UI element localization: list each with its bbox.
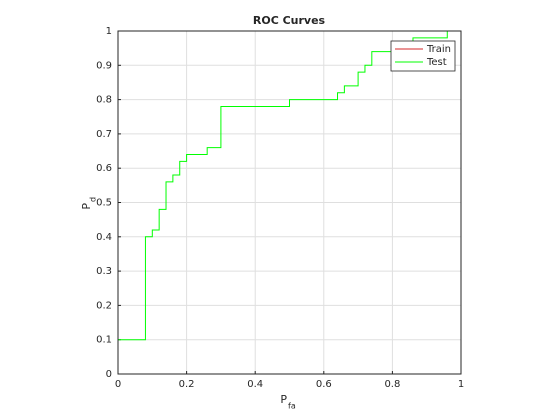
y-tick-label: 0 xyxy=(106,369,112,380)
x-tick-label: 0 xyxy=(115,379,121,390)
legend-box xyxy=(390,40,456,72)
x-axis-label-sub: fa xyxy=(288,402,296,411)
legend-label: Test xyxy=(426,57,447,68)
y-tick-label: 0.4 xyxy=(96,232,112,243)
axes-box xyxy=(117,30,462,375)
y-tick-label: 0.6 xyxy=(96,163,112,174)
x-tick-label: 0.6 xyxy=(316,379,332,390)
x-tick-label: 0.4 xyxy=(247,379,263,390)
legend: Train Test xyxy=(390,40,456,72)
y-tick-label: 0.7 xyxy=(96,129,112,140)
y-tick-label: 0.5 xyxy=(96,198,112,209)
y-axis-label: P xyxy=(80,203,93,210)
series-line xyxy=(117,30,461,374)
y-tick-label: 0.8 xyxy=(96,95,112,106)
y-axis-label-sub: d xyxy=(89,197,98,202)
y-tick-label: 0.1 xyxy=(96,335,112,346)
y-tick-label: 0.3 xyxy=(96,266,112,277)
legend-label: Train xyxy=(426,44,451,55)
y-tick-label: 1 xyxy=(106,26,112,37)
chart-title: ROC Curves xyxy=(253,14,326,27)
x-tick-label: 0.2 xyxy=(179,379,195,390)
x-axis-label: P xyxy=(280,393,287,406)
y-tick-label: 0.9 xyxy=(96,60,112,71)
y-tick-label: 0.2 xyxy=(96,300,112,311)
x-tick-label: 1 xyxy=(458,379,464,390)
x-tick-label: 0.8 xyxy=(384,379,400,390)
